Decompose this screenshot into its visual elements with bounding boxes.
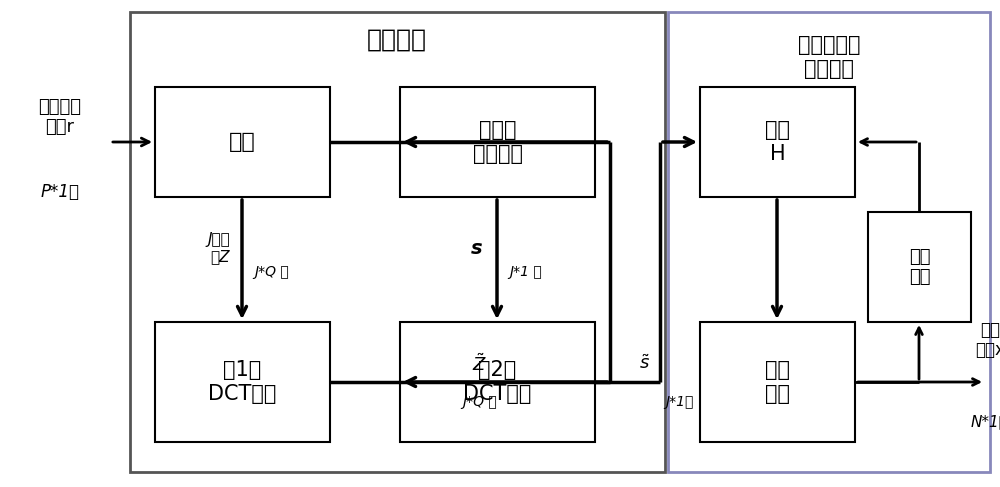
FancyBboxPatch shape	[668, 12, 990, 472]
Text: 稀疏
矢量x: 稀疏 矢量x	[975, 320, 1000, 359]
Text: 字典
H: 字典 H	[765, 120, 790, 164]
FancyBboxPatch shape	[155, 87, 330, 197]
Text: $\tilde{Z}$: $\tilde{Z}$	[472, 353, 488, 375]
Text: J帧信
号Z: J帧信 号Z	[207, 232, 230, 264]
FancyBboxPatch shape	[700, 87, 855, 197]
Text: N*1维: N*1维	[971, 414, 1000, 430]
Text: 字典
更新: 字典 更新	[909, 247, 930, 286]
Text: 接收信号
矢量r: 接收信号 矢量r	[38, 97, 82, 136]
Text: J*1维: J*1维	[665, 395, 693, 409]
Text: s: s	[470, 239, 482, 258]
Text: J*1 维: J*1 维	[509, 265, 542, 279]
Text: J*Q 维: J*Q 维	[463, 395, 497, 409]
Text: P*1维: P*1维	[40, 183, 80, 201]
Text: $\tilde{s}$: $\tilde{s}$	[639, 355, 650, 373]
Text: J*Q 维: J*Q 维	[254, 265, 289, 279]
FancyBboxPatch shape	[700, 322, 855, 442]
Text: 字典学习与
稀疏重构: 字典学习与 稀疏重构	[798, 36, 860, 78]
FancyBboxPatch shape	[868, 212, 971, 322]
FancyBboxPatch shape	[400, 87, 595, 197]
Text: 特征抽取: 特征抽取	[367, 28, 427, 52]
Text: 归一化
并求平均: 归一化 并求平均	[473, 120, 522, 164]
FancyBboxPatch shape	[155, 322, 330, 442]
Text: 第2次
DCT变换: 第2次 DCT变换	[463, 360, 532, 404]
Text: 第1次
DCT变换: 第1次 DCT变换	[208, 360, 277, 404]
FancyBboxPatch shape	[400, 322, 595, 442]
Text: 加窗: 加窗	[229, 132, 256, 152]
FancyBboxPatch shape	[130, 12, 665, 472]
Text: 稀疏
重构: 稀疏 重构	[765, 360, 790, 404]
